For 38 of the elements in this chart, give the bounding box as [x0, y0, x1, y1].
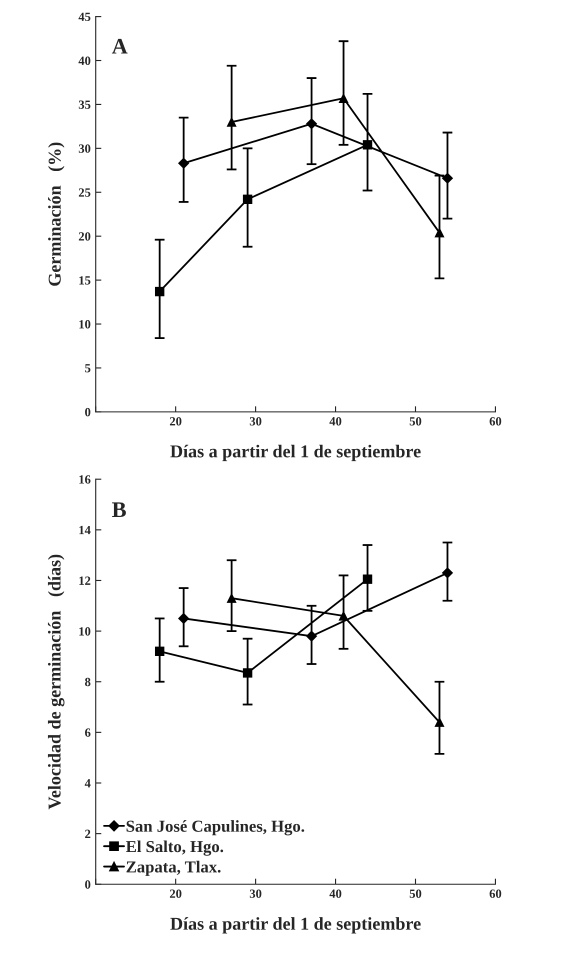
- x-tick-label: 30: [250, 417, 262, 426]
- y-axis-title: Germinación (%): [48, 142, 64, 286]
- x-tick-label: 60: [490, 889, 502, 898]
- y-tick-label: 4: [84, 779, 91, 788]
- x-tick-label: 30: [250, 889, 262, 898]
- y-tick-label: 16: [79, 475, 90, 484]
- y-tick-label: 35: [78, 100, 90, 109]
- y-tick-label: 30: [78, 144, 90, 153]
- legend-label: San José Capulines, Hgo.: [126, 820, 304, 836]
- y-tick-label: 45: [78, 12, 90, 22]
- x-tick-label: 20: [170, 889, 182, 898]
- x-tick-label: 50: [410, 417, 422, 426]
- x-tick-label: 50: [410, 889, 422, 898]
- y-axis-title: Velocidad de germinación (días): [48, 554, 64, 810]
- y-tick-label: 2: [85, 830, 90, 838]
- x-axis-title: Días a partir del 1 de septiembre: [170, 444, 421, 462]
- annotation: B: [112, 502, 126, 518]
- y-tick-label: 15: [79, 276, 90, 285]
- y-tick-label: 0: [85, 408, 90, 416]
- y-tick-label: 5: [85, 364, 90, 372]
- annotation: A: [112, 38, 128, 54]
- x-tick-label: 60: [490, 417, 502, 426]
- legend-label: Zapata, Tlax.: [126, 860, 221, 876]
- y-tick-label: 0: [85, 880, 90, 889]
- x-axis-title: Días a partir del 1 de septiembre: [170, 917, 421, 934]
- y-tick-label: 10: [79, 320, 90, 328]
- x-tick-label: 40: [329, 417, 342, 426]
- y-tick-label: 6: [85, 728, 90, 737]
- y-tick-label: 12: [79, 576, 90, 585]
- y-tick-label: 8: [85, 678, 90, 686]
- y-tick-label: 10: [79, 627, 90, 636]
- y-tick-label: 14: [79, 526, 91, 534]
- y-tick-label: 40: [78, 56, 90, 65]
- x-tick-label: 20: [170, 417, 182, 426]
- y-tick-label: 20: [78, 232, 90, 241]
- x-tick-label: 40: [329, 889, 342, 898]
- y-tick-label: 25: [78, 188, 90, 197]
- legend-label: El Salto, Hgo.: [126, 840, 224, 856]
